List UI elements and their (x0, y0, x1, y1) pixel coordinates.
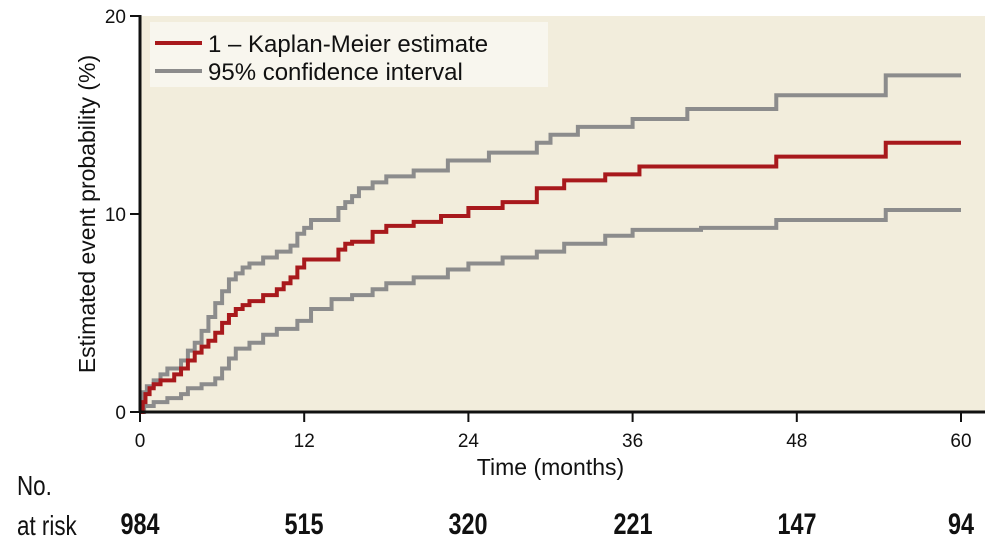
series-line-2 (140, 208, 961, 414)
legend: 1 – Kaplan-Meier estimate 95% confidence… (150, 22, 548, 87)
at-risk-value: 515 (284, 508, 324, 541)
legend-box (150, 22, 548, 87)
at-risk-value: 984 (120, 508, 160, 541)
x-tick-label: 48 (786, 431, 807, 452)
axes-layer: 0 10 20 0 12 24 36 48 60 (105, 7, 985, 452)
y-axis-title: Estimated event probability (%) (74, 55, 100, 373)
at-risk-label-line2: at risk (17, 510, 77, 541)
legend-label-estimate: 1 – Kaplan-Meier estimate (208, 31, 488, 58)
x-tick-label: 36 (622, 431, 643, 452)
x-tick-label: 12 (294, 431, 315, 452)
legend-label-ci: 95% confidence interval (208, 59, 463, 86)
x-tick-label: 60 (950, 431, 971, 452)
at-risk-value: 221 (613, 508, 653, 541)
series-layer (140, 73, 961, 414)
at-risk-label-line1: No. (17, 470, 52, 501)
y-tick-label: 0 (115, 403, 126, 424)
y-tick-label: 20 (105, 7, 126, 28)
at-risk-value: 320 (448, 508, 488, 541)
at-risk-value: 147 (777, 508, 817, 541)
series-line-0 (140, 140, 961, 414)
x-tick-label: 24 (458, 431, 480, 452)
at-risk-value: 94 (947, 508, 975, 541)
x-tick-label: 0 (135, 431, 146, 452)
y-tick-label: 10 (105, 205, 126, 226)
x-axis-title: Time (months) (477, 454, 624, 480)
